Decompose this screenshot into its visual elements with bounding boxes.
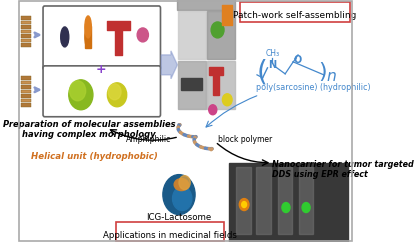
FancyArrow shape	[161, 51, 177, 79]
Circle shape	[173, 187, 192, 210]
Circle shape	[239, 199, 249, 210]
Bar	[20, 35, 31, 38]
Bar	[222, 5, 232, 25]
Bar	[85, 26, 91, 48]
Bar	[20, 30, 31, 34]
Bar	[178, 61, 206, 109]
Bar	[213, 73, 219, 95]
Bar	[108, 21, 130, 30]
Bar	[209, 67, 223, 75]
Bar	[20, 76, 31, 80]
Text: N: N	[268, 60, 276, 70]
Text: Applications in medicinal fields: Applications in medicinal fields	[103, 232, 237, 241]
Text: Preparation of molecular assemblies
having complex morphology: Preparation of molecular assemblies havi…	[3, 120, 175, 139]
Text: ICG-Lactosome: ICG-Lactosome	[146, 213, 211, 222]
Text: O: O	[294, 55, 302, 65]
Text: poly(sarcosine) (hydrophilic): poly(sarcosine) (hydrophilic)	[256, 83, 371, 92]
Bar	[20, 103, 31, 107]
Circle shape	[222, 94, 232, 106]
Text: Helical unit (hydrophobic): Helical unit (hydrophobic)	[31, 152, 158, 161]
Bar	[20, 43, 31, 47]
Bar	[178, 11, 206, 59]
Bar	[177, 0, 235, 10]
Bar	[20, 17, 31, 20]
FancyBboxPatch shape	[116, 222, 224, 242]
Ellipse shape	[174, 179, 188, 191]
Bar	[20, 99, 31, 102]
Bar	[236, 167, 251, 234]
Bar	[20, 21, 31, 25]
Circle shape	[211, 22, 224, 38]
Circle shape	[209, 105, 217, 115]
Ellipse shape	[85, 26, 91, 48]
Bar	[20, 90, 31, 93]
Bar	[229, 163, 348, 243]
Bar	[20, 94, 31, 98]
Bar	[256, 167, 271, 234]
Bar	[116, 27, 122, 55]
Text: Amphiphilic: Amphiphilic	[126, 135, 171, 144]
Text: block polymer: block polymer	[218, 135, 272, 144]
Text: Nanocarrier for tumor targeted
DDS using EPR effect: Nanocarrier for tumor targeted DDS using…	[272, 160, 414, 179]
Bar	[20, 39, 31, 43]
Circle shape	[163, 175, 195, 215]
Text: $)_n$: $)_n$	[318, 60, 338, 84]
Text: +: +	[95, 63, 106, 76]
Circle shape	[302, 203, 310, 213]
FancyBboxPatch shape	[43, 6, 161, 70]
Circle shape	[108, 83, 127, 107]
FancyBboxPatch shape	[240, 2, 349, 22]
Text: CH₃: CH₃	[265, 49, 279, 58]
Circle shape	[179, 176, 190, 190]
Bar	[278, 167, 292, 234]
Bar	[20, 81, 31, 84]
Circle shape	[69, 80, 93, 110]
FancyBboxPatch shape	[43, 66, 161, 117]
Circle shape	[108, 84, 121, 100]
Bar	[20, 85, 31, 89]
Ellipse shape	[85, 16, 91, 38]
Circle shape	[242, 201, 246, 208]
Bar	[207, 61, 235, 109]
Ellipse shape	[61, 27, 69, 47]
Bar	[20, 26, 31, 29]
Circle shape	[282, 203, 290, 213]
Circle shape	[70, 81, 85, 101]
Text: Patch-work self-assembling: Patch-work self-assembling	[233, 11, 357, 20]
Text: $($: $($	[256, 57, 266, 86]
Bar	[61, 32, 67, 42]
Circle shape	[137, 28, 148, 42]
Bar	[181, 78, 201, 90]
Bar	[207, 11, 235, 59]
Bar	[299, 167, 313, 234]
